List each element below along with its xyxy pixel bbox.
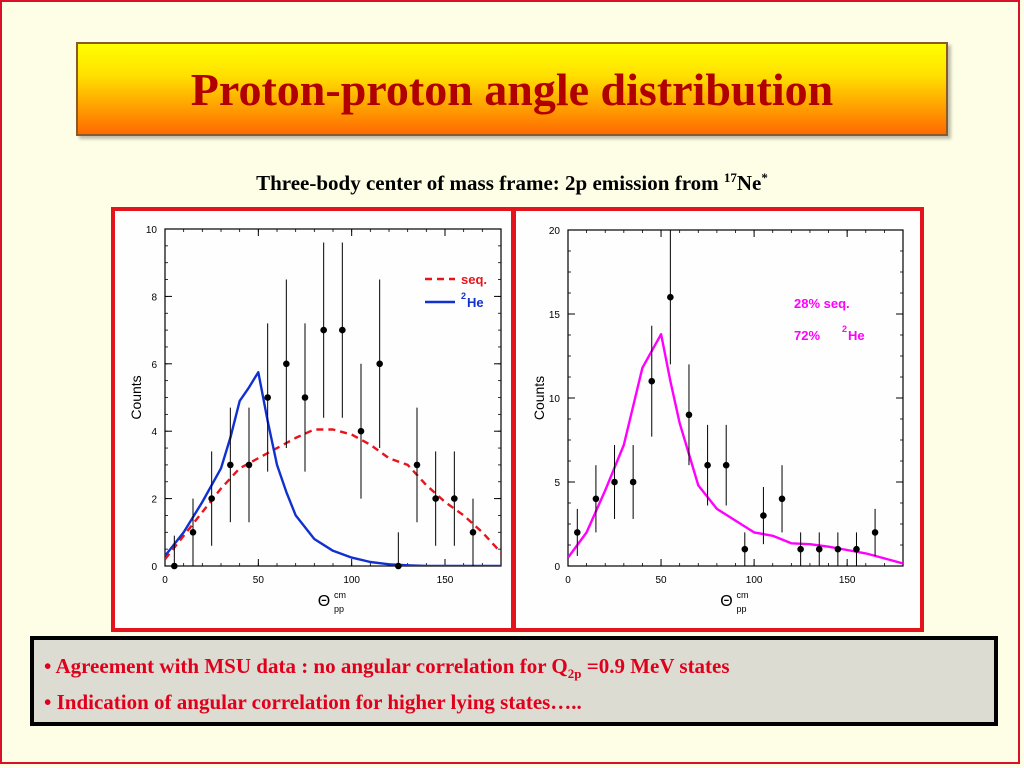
data-point — [245, 461, 253, 469]
data-point — [592, 495, 600, 503]
y-tick-label: 5 — [554, 478, 560, 489]
subtitle-element: Ne — [736, 171, 762, 195]
data-point — [357, 427, 365, 435]
data-point — [741, 545, 749, 553]
x-tick-label: 150 — [437, 575, 454, 586]
data-point — [648, 377, 656, 385]
legend-label-sup: 2 — [461, 291, 466, 301]
data-point — [722, 461, 730, 469]
data-point — [413, 461, 421, 469]
y-tick-label: 2 — [151, 495, 157, 506]
data-point — [797, 545, 804, 553]
data-point — [815, 545, 823, 553]
data-point — [667, 293, 674, 301]
x-tick-label: 50 — [253, 575, 265, 586]
bullet-prefix: • Agreement with MSU data : no angular c… — [44, 654, 568, 678]
x-tick-label: 100 — [343, 575, 360, 586]
y-tick-label: 6 — [151, 360, 157, 371]
data-point — [451, 495, 458, 502]
data-point — [778, 495, 786, 503]
series-line — [165, 370, 501, 566]
y-tick-label: 0 — [554, 562, 560, 573]
x-tick-label: 50 — [655, 575, 667, 586]
x-axis-label-sup: cm — [334, 590, 346, 600]
bullet-box: • Agreement with MSU data : no angular c… — [30, 636, 998, 726]
data-point — [834, 545, 842, 553]
legend-label: seq. — [461, 272, 487, 287]
title-banner: Proton-proton angle distribution — [76, 42, 948, 136]
data-point — [871, 529, 879, 536]
bullet-prefix: • Indication of angular correlation for … — [44, 690, 582, 715]
data-point — [395, 562, 402, 570]
legend-label: He — [467, 295, 484, 310]
data-point — [189, 529, 197, 536]
x-axis-label-symbol: Θ — [318, 593, 330, 610]
x-axis-label-sub: pp — [334, 604, 344, 614]
y-tick-label: 10 — [146, 225, 158, 236]
y-axis-label: Counts — [531, 376, 547, 420]
annotation-text: He — [848, 328, 865, 343]
y-tick-label: 10 — [549, 394, 561, 405]
data-point — [339, 326, 346, 334]
x-tick-label: 0 — [162, 575, 168, 586]
x-axis-label-sub: pp — [737, 604, 747, 614]
data-point — [629, 478, 637, 486]
y-tick-label: 20 — [549, 226, 561, 237]
x-tick-label: 0 — [565, 575, 571, 586]
subtitle-mass-number: 17 — [723, 170, 737, 185]
data-point — [208, 495, 215, 502]
bullet-subscript: 2p — [567, 666, 582, 682]
subtitle-superscript: * — [761, 170, 768, 185]
x-axis-label-sup: cm — [737, 590, 749, 600]
data-point — [432, 495, 439, 502]
annotation-prefix: 72% — [794, 328, 820, 343]
slide-subtitle: Three-body center of mass frame: 2p emis… — [0, 170, 1024, 196]
data-point — [760, 512, 767, 519]
data-point — [704, 461, 711, 469]
bullet-item: • Agreement with MSU data : no angular c… — [44, 652, 994, 688]
bullet-item: • Indication of angular correlation for … — [44, 688, 994, 724]
bullet-suffix: =0.9 MeV states — [581, 654, 730, 678]
data-point — [171, 562, 178, 570]
y-tick-label: 8 — [151, 292, 157, 303]
plot-frame — [567, 229, 904, 567]
data-point — [611, 478, 618, 486]
slide-title: Proton-proton angle distribution — [190, 63, 834, 115]
data-point — [301, 394, 309, 401]
x-axis-label-symbol: Θ — [720, 593, 732, 610]
y-tick-label: 0 — [151, 562, 157, 573]
series-line — [165, 428, 501, 561]
y-axis-label: Counts — [128, 375, 144, 419]
y-tick-label: 15 — [549, 310, 561, 321]
data-point — [469, 529, 477, 536]
data-point — [574, 529, 581, 536]
data-point — [264, 394, 271, 401]
data-point — [853, 545, 860, 553]
series-line — [568, 332, 903, 565]
annotation-text: 28% seq. — [794, 296, 850, 311]
data-point — [376, 360, 383, 368]
x-tick-label: 100 — [746, 575, 763, 586]
data-point — [283, 360, 290, 368]
data-point — [320, 326, 327, 334]
data-point — [227, 461, 234, 469]
x-tick-label: 150 — [839, 575, 856, 586]
annotation-sup: 2 — [842, 324, 847, 334]
y-tick-label: 4 — [151, 427, 157, 438]
data-point — [685, 411, 693, 419]
subtitle-text: Three-body center of mass frame: 2p emis… — [256, 171, 724, 195]
